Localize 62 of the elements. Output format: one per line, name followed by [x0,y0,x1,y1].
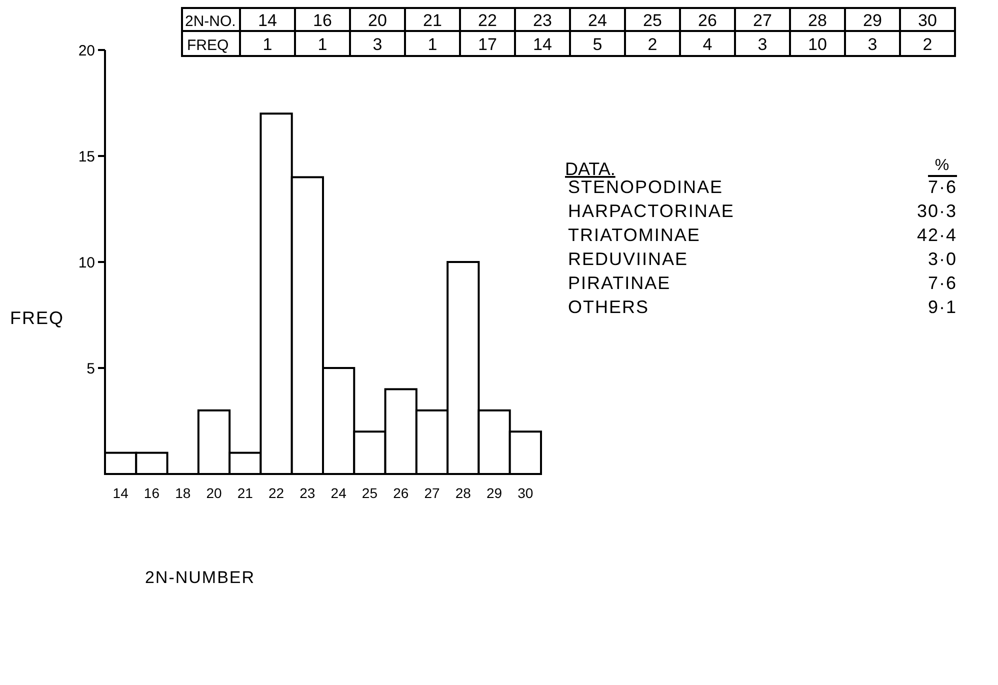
y-tick-label: 10 [78,254,95,272]
x-tick-label: 28 [455,485,472,501]
text: 7·6 [928,177,957,197]
category-label: 23 [533,11,552,30]
annotation: 1 [428,35,438,54]
text: 2 [922,35,932,54]
x-tick-label: 29 [486,485,502,501]
text: FREQ [10,308,64,328]
x-tick-label: 20 [206,485,222,501]
text: 3 [868,35,878,54]
category-label: 27 [753,11,772,30]
x-tick-label: 16 [144,485,160,501]
text: % [934,157,950,174]
category-label: 21 [423,11,442,30]
text: 14 [258,11,277,30]
text: STENOPODINAE [568,177,724,197]
text: DATA. [565,159,616,179]
x-tick-label: 22 [268,485,284,501]
x-tick-label: 27 [424,485,440,501]
text: 4 [702,35,712,54]
y-tick-label: 5 [86,360,95,378]
y-tick-label: 20 [78,42,95,60]
x-tick-label: 21 [237,485,254,501]
category-label: 30 [918,11,937,30]
category-label: 25 [643,11,662,30]
x-axis-title: 2N-NUMBER [144,568,256,587]
y-axis-title: FREQ [187,37,229,54]
category-label: 28 [808,11,827,30]
text: 42·4 [916,225,957,245]
text: HARPACTORINAE [568,201,734,221]
annotation: 1 [318,35,328,54]
annotation: 1 [262,35,272,54]
x-tick-label: 14 [112,485,129,501]
text: 5 [592,35,602,54]
x-tick-label: 30 [518,485,534,501]
text: 2 [648,35,658,54]
category-label: 24 [588,11,607,30]
text: 10 [808,35,827,54]
annotation: 17 [478,35,497,54]
y-tick-label: 15 [78,148,95,166]
text: TRIATOMINAE [568,225,700,245]
text: 3·0 [928,249,957,269]
text: 2N-NO. [185,13,236,30]
category-label: 20 [368,11,387,30]
category-label: 26 [698,11,717,30]
x-tick-label: 23 [300,485,316,501]
text: OTHERS [568,297,650,317]
text: 9·1 [928,297,957,317]
annotation: 14 [533,35,552,54]
x-tick-label: 25 [362,485,378,501]
x-tick-label: 24 [330,485,347,501]
annotation: 3 [372,35,382,54]
x-tick-label: 26 [393,485,409,501]
text: REDUVIINAE [568,249,688,269]
text: 3 [758,35,768,54]
x-tick-label: 18 [175,485,191,501]
category-label: 22 [478,11,497,30]
text: PIRATINAE [568,273,671,293]
category-label: 16 [313,11,332,30]
text: 30·3 [916,201,957,221]
category-label: 29 [863,11,882,30]
text: 7·6 [928,273,957,293]
